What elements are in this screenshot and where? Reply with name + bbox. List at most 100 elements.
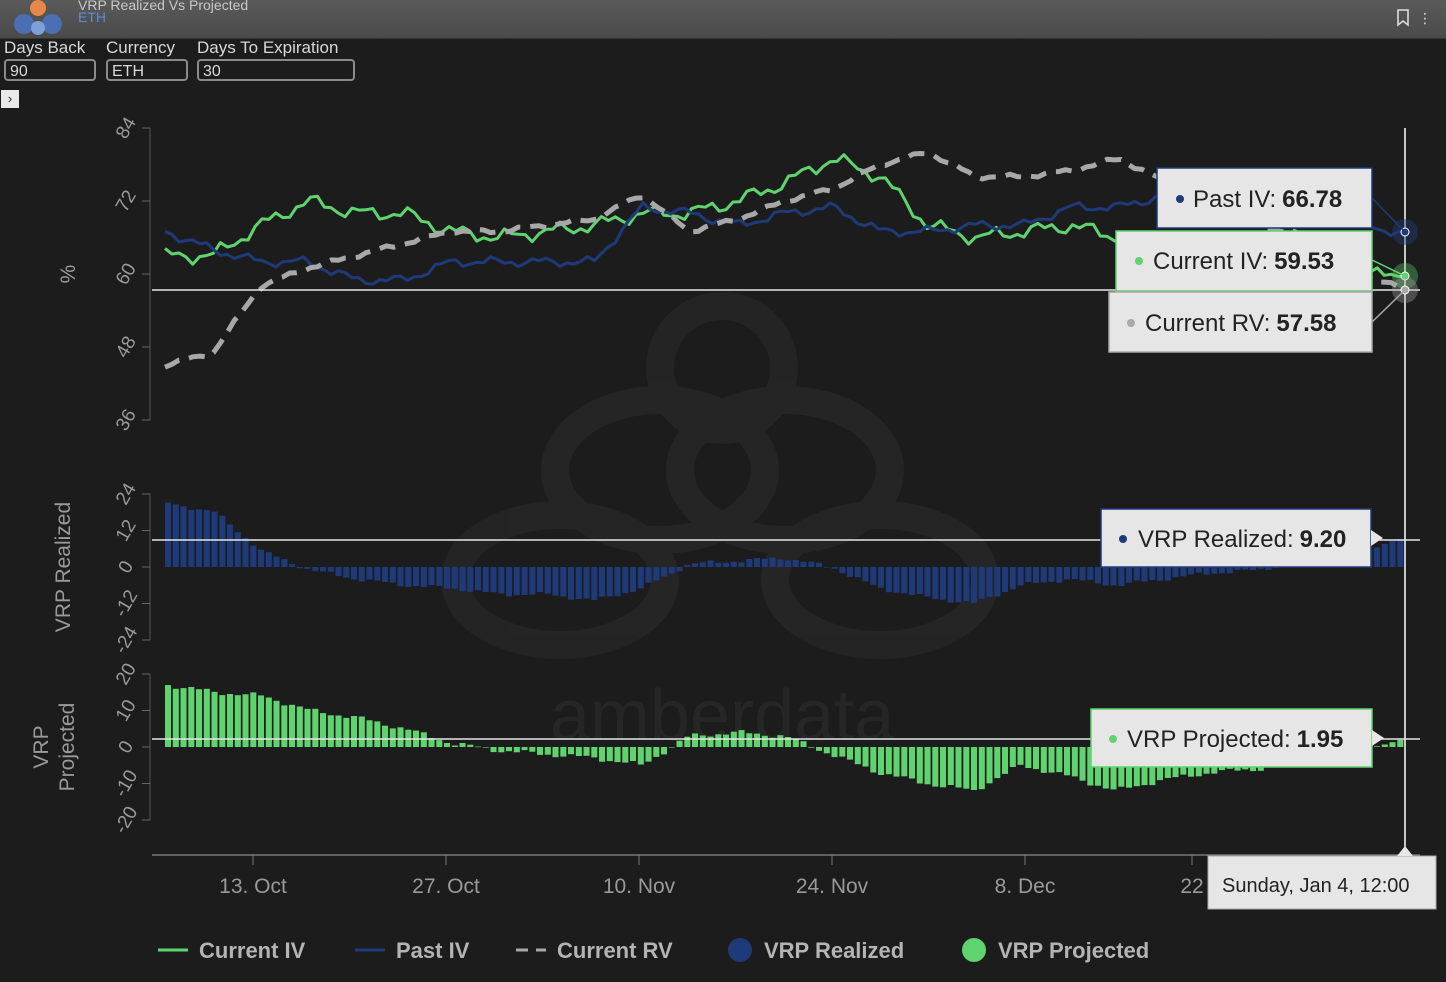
vrp-projected-bar [250,692,257,747]
vrp-realized-bar [746,559,753,567]
legend-item[interactable]: VRP Realized [728,938,904,963]
vrp-realized-bar [203,510,210,567]
vrp-realized-bar [451,567,458,589]
vrp-projected-bar [684,736,691,747]
chart-legend: Current IV Past IV Current RV VRP Realized V… [158,938,1149,963]
vrp-projected-bar [358,716,365,747]
vrp-realized-bar [963,567,970,602]
vrp-realized-bar [335,567,342,577]
vrp-projected-bar [816,747,823,751]
vrp-projected-bar [296,706,303,747]
vrp-projected-bar [374,721,381,747]
vrp-realized-bar [1234,567,1241,570]
days-to-expiration-control: Days To Expiration 30 [197,38,355,81]
days-back-input[interactable]: 90 [4,59,96,81]
vrp-realized-bar [1219,567,1226,574]
more-options-icon[interactable]: ⋮ [1418,10,1432,26]
svg-text:Current RV:57.58: Current RV: 57.58 [1145,310,1336,337]
vrp-projected-bar [599,747,606,762]
legend-label: Current IV [199,938,306,963]
vrp-realized-bar [1381,544,1388,567]
legend-circle-icon [728,938,752,962]
vrp-realized-bar [544,567,551,594]
vrp-realized-bar [823,567,830,568]
vrp-realized-bar [405,567,412,587]
vrp-projected-bar [258,695,265,747]
vrp-realized-bar [940,567,947,600]
legend-label: VRP Projected [998,938,1149,963]
vrp-realized-bar [1118,567,1125,586]
vrp-realized-bar [1017,567,1024,586]
vrp-projected-bar [521,747,528,751]
vrp-realized-bar [459,567,466,592]
vrp-projected-bar [304,708,311,747]
currency-input[interactable]: ETH [106,59,188,81]
vrp-projected-bar [1002,747,1009,774]
y-tick-label: 48 [112,333,141,362]
tooltip-past-iv-label: Past IV: [1193,186,1276,213]
vrp-realized-bar [1180,567,1187,577]
vrp-realized-bar [1250,567,1257,570]
vrp-projected-bar [544,747,551,755]
vrp-realized-bar [599,567,606,597]
y-tick-label: -20 [110,803,142,837]
vrp-projected-bar [180,688,187,747]
vrp-realized-bar [289,563,296,567]
vrp-projected-bar [312,708,319,747]
vrp-projected-bar [591,747,598,758]
legend-item[interactable]: Current RV [516,938,673,963]
vrp-realized-bar [692,563,699,567]
legend-label: VRP Realized [764,938,904,963]
vrp-projected-bar [1040,747,1047,773]
vrp-projected-bar [467,744,474,747]
vrp-realized-bar [413,567,420,586]
vrp-realized-bar [1203,567,1210,575]
y-tick-label: -10 [110,767,142,801]
tooltip-past-iv: Past IV: 66.78 [1156,167,1406,233]
tooltip-vrp-realized-value: 9.20 [1300,526,1347,553]
legend-item[interactable]: VRP Projected [962,938,1149,963]
vrp-realized-bar [498,567,505,594]
vrp-realized-bar [296,567,303,569]
tooltip-vrp-projected-label: VRP Projected: [1127,726,1291,753]
bookmark-icon[interactable] [1396,9,1410,27]
vrp-projected-bar [1110,747,1117,790]
vrp-projected-bar [482,747,489,748]
vrp-realized-bar [1102,567,1109,586]
amberdata-logo-icon [14,0,62,35]
svg-text:Current IV:59.53: Current IV: 59.53 [1153,248,1334,275]
vrp-projected-bar [188,687,195,747]
vrp-realized-bar [978,567,985,599]
vrp-projected-bar [498,747,505,753]
expand-panel-button[interactable]: › [1,90,19,108]
y-tick-label: 72 [112,187,141,216]
y-axis-title: % [57,265,80,284]
legend-item[interactable]: Past IV [355,938,470,963]
vrp-realized-bar [575,567,582,599]
vrp-realized-bar [583,567,590,599]
vrp-realized-bar [490,567,497,593]
vrp-realized-bar [754,558,761,567]
vrp-realized-bar [1195,567,1202,573]
vrp-realized-bar [1126,567,1133,583]
vrp-realized-bar [1025,567,1032,582]
y-tick-label: 10 [112,696,141,725]
vrp-realized-bar [343,567,350,578]
vrp-realized-bar [761,558,768,567]
legend-item[interactable]: Current IV [158,938,306,963]
vrp-realized-bar [1056,567,1063,583]
vrp-projected-bar [645,747,652,762]
y-tick-label: 84 [112,113,141,142]
tooltip-vrp-projected: VRP Projected: 1.95 [1090,708,1384,768]
tooltip-current-rv-value: 57.58 [1276,310,1336,337]
vrp-projected-bar [754,733,761,747]
vrp-projected-bar [459,743,466,747]
vrp-realized-bar [947,567,954,603]
y-axis-title: VRP Projected [30,703,79,792]
vrp-realized-bar [870,567,877,585]
vrp-realized-bar [537,567,544,593]
vrp-projected-bar [219,695,226,747]
days-to-expiration-input[interactable]: 30 [197,59,355,81]
vrp-realized-bar [180,506,187,567]
vrp-projected-bar [916,747,923,784]
